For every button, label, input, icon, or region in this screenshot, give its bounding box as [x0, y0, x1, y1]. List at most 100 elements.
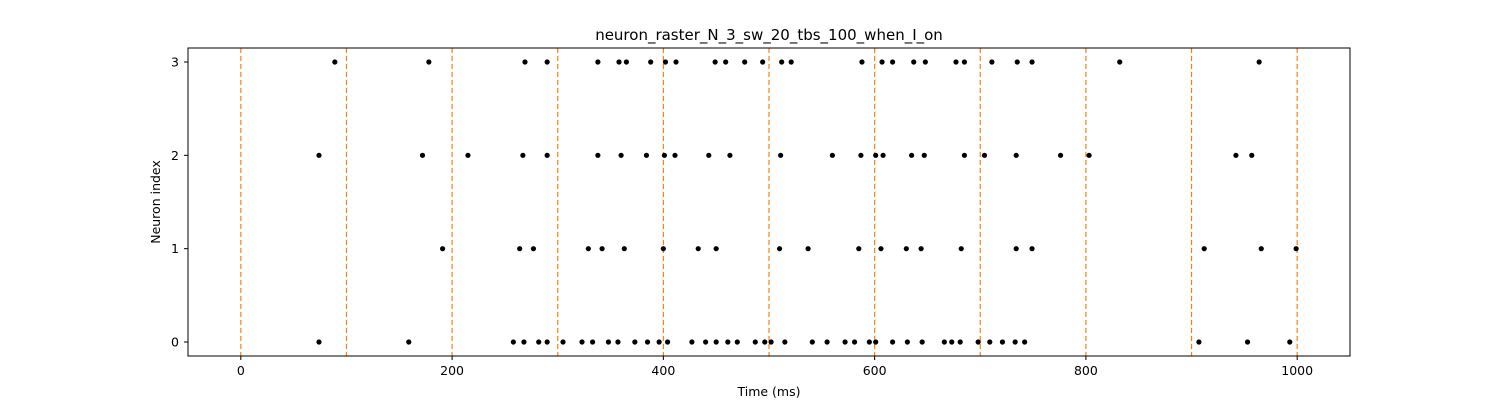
spike-n0-21	[762, 339, 768, 345]
spike-n2-5	[595, 152, 601, 158]
spike-n1-8	[713, 246, 719, 252]
spike-n1-3	[585, 246, 591, 252]
spike-n1-10	[805, 246, 811, 252]
spike-n1-16	[1013, 246, 1019, 252]
spike-n0-43	[1287, 339, 1293, 345]
spike-n2-12	[778, 152, 784, 158]
spike-n0-3	[521, 339, 527, 345]
spike-n3-22	[961, 59, 968, 65]
spike-n1-2	[530, 246, 537, 252]
spike-n2-20	[981, 152, 988, 158]
spike-n0-10	[615, 339, 621, 345]
x-tick-label-400: 400	[651, 363, 675, 378]
spike-n2-21	[1013, 152, 1019, 158]
spike-n0-7	[579, 339, 585, 345]
spike-n3-4	[595, 59, 601, 65]
spike-n0-26	[842, 339, 848, 345]
spike-n1-20	[1293, 246, 1299, 252]
spike-n2-18	[921, 152, 927, 158]
spike-n0-39	[1012, 339, 1018, 345]
spike-n0-31	[904, 339, 910, 345]
spike-n0-14	[664, 339, 671, 345]
spike-n3-10	[712, 59, 718, 65]
spike-n0-18	[725, 339, 731, 345]
x-tick-label-200: 200	[440, 363, 464, 378]
spike-n3-15	[788, 59, 794, 65]
spike-n1-5	[621, 246, 627, 252]
spike-n0-38	[999, 339, 1006, 345]
spike-n1-7	[695, 246, 701, 252]
spike-n2-1	[419, 152, 426, 158]
chart-title: neuron_raster_N_3_sw_20_tbs_100_when_I_o…	[595, 26, 943, 45]
spike-n2-6	[618, 152, 624, 158]
spike-n0-25	[824, 339, 830, 345]
spike-n1-12	[878, 246, 884, 252]
spike-n0-24	[809, 339, 815, 345]
spike-n0-34	[949, 339, 955, 345]
spike-n0-30	[889, 339, 896, 345]
spike-n3-21	[953, 59, 959, 65]
x-axis-label: Time (ms)	[736, 384, 800, 399]
spike-n0-29	[873, 339, 879, 345]
spike-n2-25	[1249, 152, 1255, 158]
spike-n3-20	[922, 59, 928, 65]
spike-n0-13	[656, 339, 662, 345]
spike-n3-26	[1117, 59, 1123, 65]
spike-n1-9	[776, 246, 783, 252]
spike-n1-18	[1201, 246, 1207, 252]
spike-n0-0	[316, 339, 322, 345]
spike-n2-17	[909, 152, 915, 158]
spike-n2-2	[465, 152, 471, 158]
spike-n1-0	[439, 246, 446, 252]
spike-n3-8	[662, 59, 669, 65]
spike-n3-12	[742, 59, 748, 65]
y-tick-label-3: 3	[171, 55, 179, 70]
y-axis: 0 1 2 3	[171, 55, 188, 350]
spike-n0-15	[689, 339, 695, 345]
spike-n3-24	[1014, 59, 1020, 65]
spike-n0-2	[510, 339, 516, 345]
spike-n3-25	[1029, 59, 1035, 65]
spike-n0-36	[975, 339, 981, 345]
spike-n0-42	[1244, 339, 1251, 345]
spike-n0-37	[987, 339, 993, 345]
spike-n3-2	[522, 59, 528, 65]
spike-n0-8	[589, 339, 596, 345]
spike-n0-32	[919, 339, 925, 345]
spike-n3-16	[859, 59, 865, 65]
spike-n1-13	[903, 246, 909, 252]
spike-n2-14	[858, 152, 864, 158]
spike-n1-1	[517, 246, 523, 252]
y-tick-label-0: 0	[171, 335, 179, 350]
x-tick-label-0: 0	[237, 363, 245, 378]
spike-n2-19	[961, 152, 968, 158]
spike-n2-16	[880, 152, 886, 158]
spike-n0-20	[752, 339, 758, 345]
x-tick-label-1000: 1000	[1281, 363, 1313, 378]
spike-n0-17	[713, 339, 719, 345]
spike-n0-4	[536, 339, 542, 345]
spike-n3-18	[889, 59, 896, 65]
spike-n2-4	[544, 152, 550, 158]
spike-n3-6	[623, 59, 629, 65]
spike-n0-23	[782, 339, 788, 345]
spike-n0-22	[768, 339, 774, 345]
spike-n3-0	[332, 59, 338, 65]
spike-n3-3	[544, 59, 550, 65]
spike-n2-11	[727, 152, 733, 158]
spike-n3-23	[989, 59, 995, 65]
spike-n2-8	[661, 152, 668, 158]
spike-n0-41	[1196, 339, 1202, 345]
spike-n2-22	[1057, 152, 1064, 158]
x-tick-label-800: 800	[1074, 363, 1098, 378]
spike-n0-35	[957, 339, 963, 345]
spike-n0-19	[734, 339, 740, 345]
spike-n2-7	[643, 152, 650, 158]
spike-n0-9	[605, 339, 612, 345]
y-tick-label-2: 2	[171, 148, 179, 163]
spike-n3-13	[760, 59, 766, 65]
spike-n3-17	[879, 59, 885, 65]
x-axis: 0 200 400 600 800 1000	[237, 356, 1313, 378]
spike-n1-19	[1258, 246, 1264, 252]
spike-n3-27	[1256, 59, 1262, 65]
